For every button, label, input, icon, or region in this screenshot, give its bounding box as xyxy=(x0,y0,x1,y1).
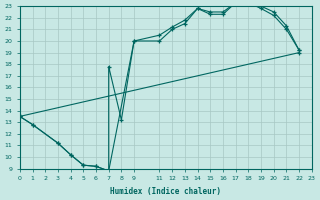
X-axis label: Humidex (Indice chaleur): Humidex (Indice chaleur) xyxy=(110,187,221,196)
